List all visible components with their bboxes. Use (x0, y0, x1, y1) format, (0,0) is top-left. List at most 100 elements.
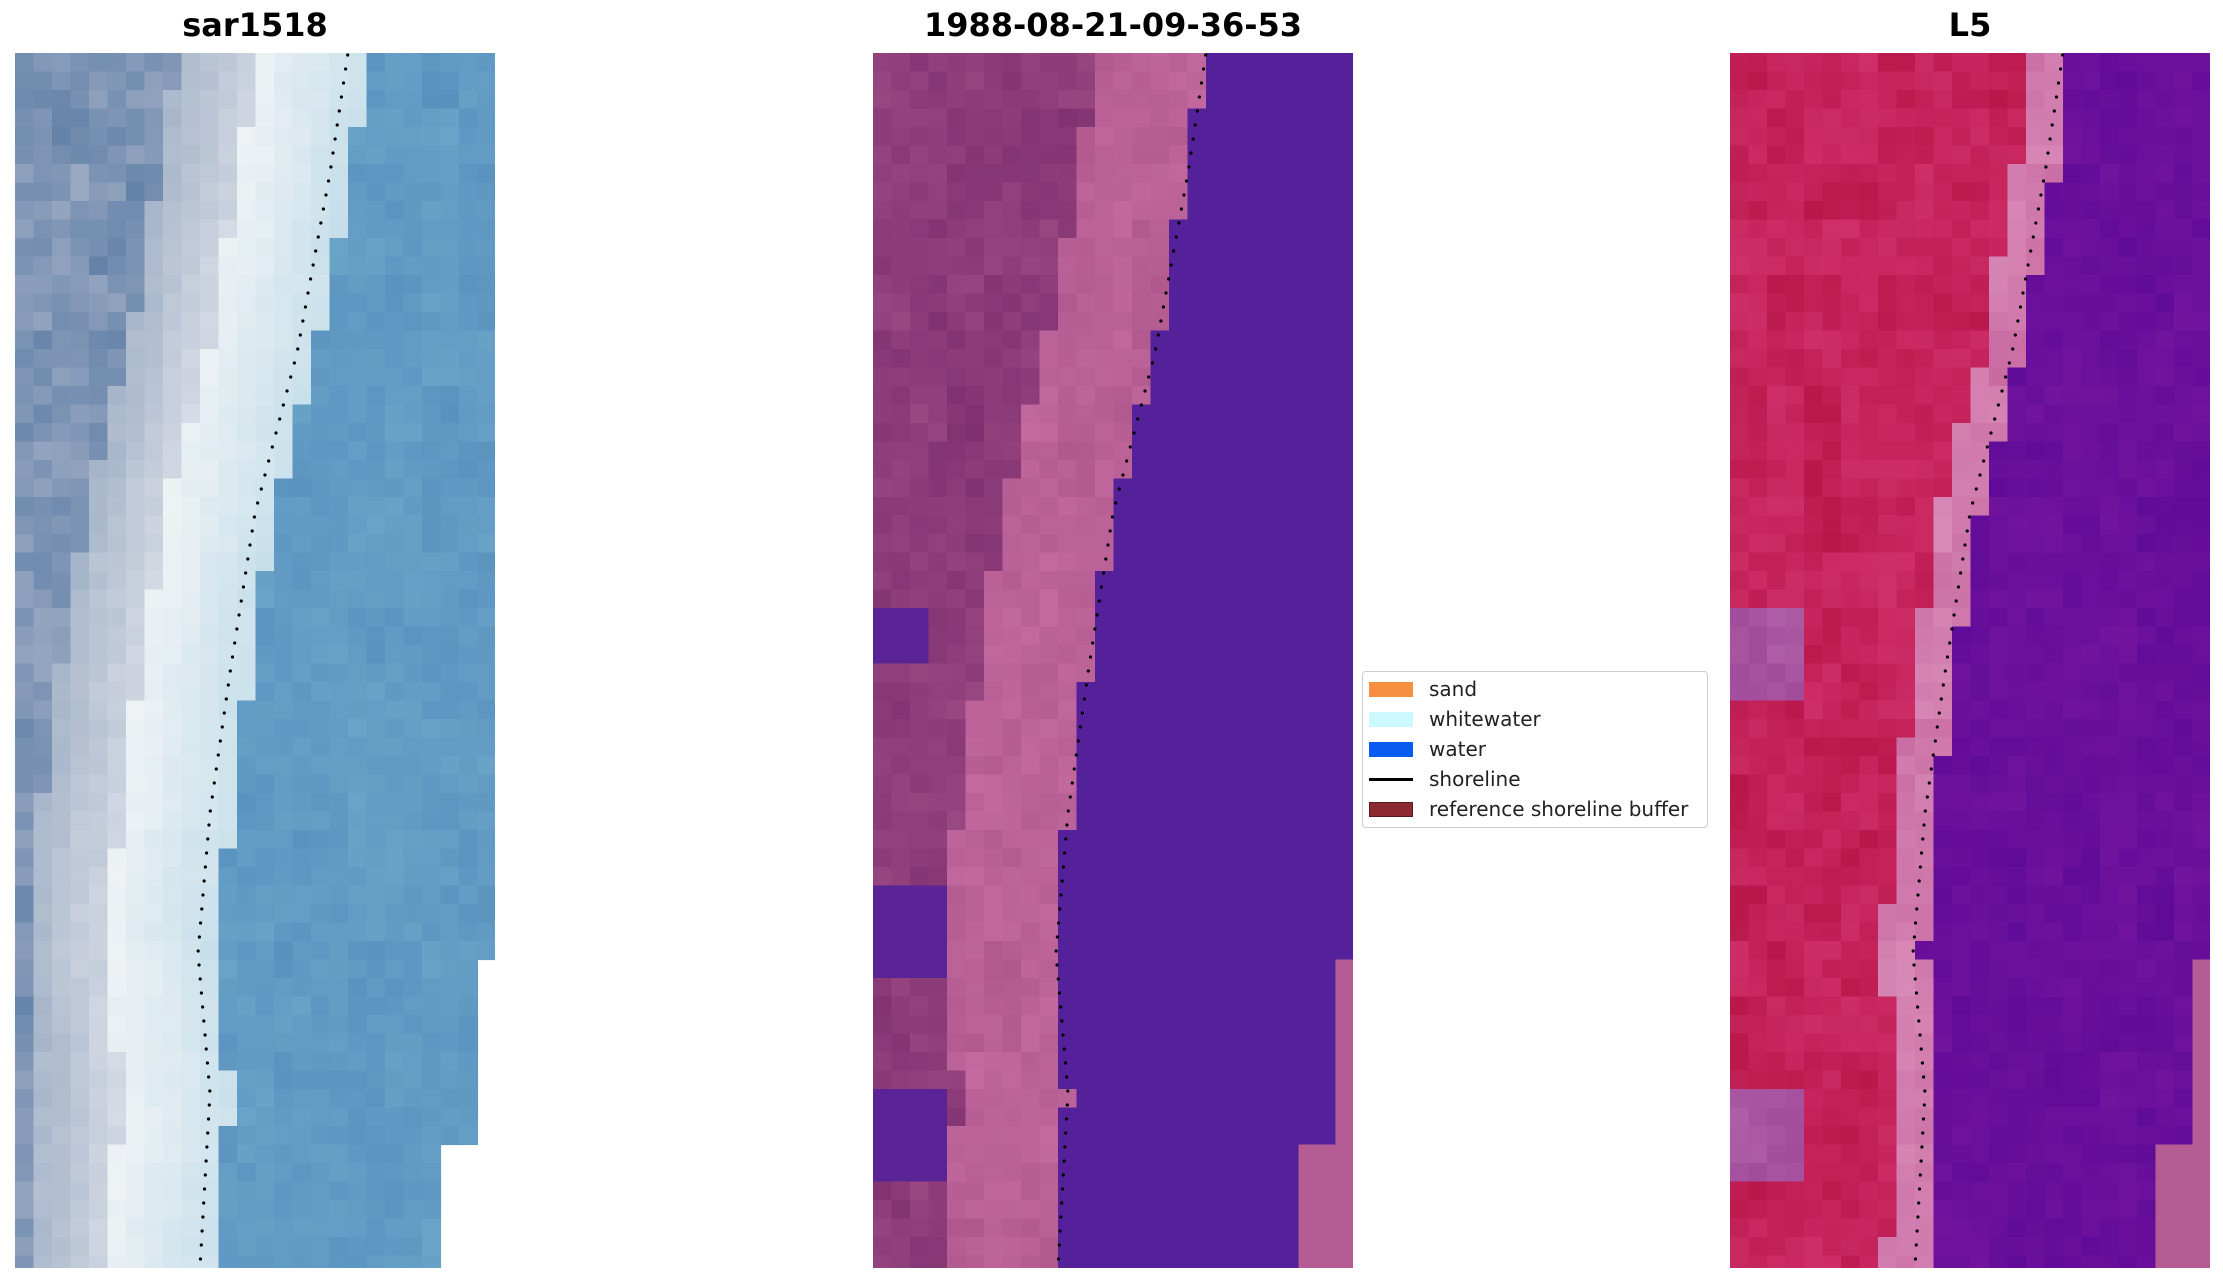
raster-pixel (1076, 1126, 1096, 1146)
raster-pixel (70, 756, 90, 776)
raster-pixel (403, 182, 423, 202)
raster-pixel (126, 793, 146, 813)
raster-pixel (2026, 904, 2046, 924)
raster-pixel (1822, 811, 1842, 831)
raster-pixel (292, 1237, 312, 1257)
raster-pixel (1021, 1218, 1041, 1238)
raster-pixel (1933, 330, 1953, 350)
raster-pixel (2081, 663, 2101, 683)
raster-pixel (1952, 645, 1972, 665)
raster-pixel (1169, 756, 1189, 776)
raster-pixel (385, 312, 405, 332)
raster-pixel (2118, 367, 2138, 387)
raster-pixel (1224, 330, 1244, 350)
raster-pixel (2044, 349, 2064, 369)
raster-pixel (440, 885, 460, 905)
raster-pixel (89, 682, 109, 702)
raster-pixel (237, 256, 257, 276)
raster-pixel (1113, 386, 1133, 406)
raster-pixel (329, 478, 349, 498)
raster-pixel (329, 1126, 349, 1146)
raster-pixel (1933, 1052, 1953, 1072)
raster-pixel (1058, 1144, 1078, 1164)
raster-pixel (440, 182, 460, 202)
raster-pixel (1767, 626, 1787, 646)
raster-pixel (200, 737, 220, 757)
raster-pixel (15, 682, 35, 702)
raster-pixel (1058, 478, 1078, 498)
raster-pixel (1335, 867, 1353, 887)
raster-pixel (311, 164, 331, 184)
raster-pixel (1132, 793, 1152, 813)
raster-pixel (1317, 1163, 1337, 1183)
raster-pixel (2044, 922, 2064, 942)
raster-pixel (292, 626, 312, 646)
raster-pixel (348, 663, 368, 683)
raster-pixel (1076, 108, 1096, 128)
raster-pixel (311, 645, 331, 665)
raster-pixel (2100, 497, 2120, 517)
raster-pixel (107, 700, 127, 720)
raster-pixel (2118, 478, 2138, 498)
raster-pixel (1021, 404, 1041, 424)
raster-pixel (1002, 1015, 1022, 1035)
shoreline-point (1060, 879, 1064, 883)
raster-pixel (873, 552, 893, 572)
raster-pixel (477, 349, 495, 369)
raster-pixel (89, 719, 109, 739)
raster-pixel (1280, 737, 1300, 757)
raster-pixel (1748, 53, 1768, 73)
raster-pixel (52, 1070, 72, 1090)
raster-pixel (1915, 830, 1935, 850)
raster-pixel (1335, 719, 1353, 739)
raster-pixel (2137, 201, 2157, 221)
raster-pixel (422, 460, 442, 480)
raster-pixel (311, 904, 331, 924)
raster-pixel (1058, 1255, 1078, 1268)
raster-pixel (52, 959, 72, 979)
raster-pixel (873, 404, 893, 424)
shoreline-point (1125, 459, 1129, 463)
raster-pixel (2026, 293, 2046, 313)
raster-pixel (1113, 164, 1133, 184)
raster-pixel (237, 1089, 257, 1109)
raster-pixel (1915, 460, 1935, 480)
raster-pixel (1095, 1255, 1115, 1268)
raster-pixel (385, 53, 405, 73)
raster-pixel (52, 793, 72, 813)
raster-pixel (1002, 1237, 1022, 1257)
shoreline-point (1056, 921, 1061, 925)
raster-pixel (873, 145, 893, 165)
raster-pixel (984, 1200, 1004, 1220)
raster-pixel (2137, 1015, 2157, 1035)
raster-pixel (348, 145, 368, 165)
raster-pixel (1206, 293, 1226, 313)
raster-pixel (891, 774, 911, 794)
raster-pixel (2155, 53, 2175, 73)
raster-pixel (947, 256, 967, 276)
raster-pixel (1335, 1218, 1353, 1238)
raster-pixel (1150, 71, 1170, 91)
raster-pixel (1859, 589, 1879, 609)
raster-pixel (873, 996, 893, 1016)
shoreline-point (1056, 1257, 1061, 1261)
shoreline-point (207, 823, 211, 827)
raster-pixel (984, 1052, 1004, 1072)
raster-pixel (1280, 1181, 1300, 1201)
raster-pixel (1113, 996, 1133, 1016)
raster-pixel (366, 460, 386, 480)
raster-pixel (311, 108, 331, 128)
raster-pixel (403, 737, 423, 757)
raster-pixel (15, 108, 35, 128)
raster-pixel (1317, 1089, 1337, 1109)
raster-pixel (2155, 904, 2175, 924)
raster-pixel (1915, 700, 1935, 720)
raster-pixel (1878, 996, 1898, 1016)
raster-pixel (1298, 53, 1318, 73)
raster-pixel (311, 626, 331, 646)
shoreline-point (1064, 1117, 1069, 1121)
raster-pixel (237, 811, 257, 831)
raster-pixel (1132, 1015, 1152, 1035)
raster-pixel (1187, 922, 1207, 942)
raster-pixel (237, 848, 257, 868)
